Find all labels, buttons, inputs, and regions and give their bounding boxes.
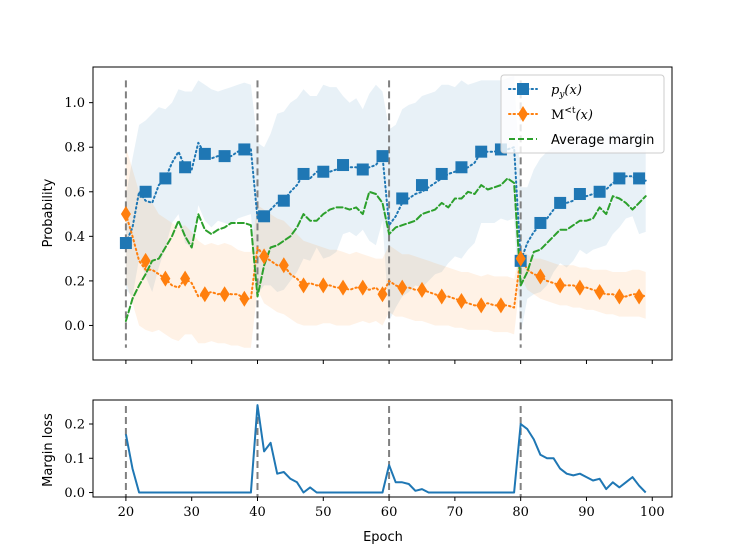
legend-marker-py: [517, 83, 529, 95]
marker-diamond: [555, 277, 566, 294]
marker-diamond: [614, 288, 625, 305]
ytick-label-top: 0.2: [64, 274, 85, 289]
y-axis-label-top: Probability: [41, 178, 56, 247]
x-axis-label: Epoch: [363, 530, 403, 545]
marker-square: [119, 237, 132, 250]
marker-diamond: [456, 292, 467, 309]
marker-square: [139, 185, 152, 198]
marker-square: [337, 159, 350, 172]
xtick-label: 100: [640, 505, 665, 520]
marker-diamond: [377, 286, 388, 303]
marker-square: [593, 185, 606, 198]
series-line-2: [124, 177, 647, 322]
marker-diamond: [574, 279, 585, 296]
xtick-label: 70: [447, 505, 464, 520]
marker-square: [376, 150, 389, 163]
marker-square: [554, 196, 567, 209]
plot-frame-bottom: [92, 399, 673, 498]
marker-diamond: [180, 270, 191, 287]
probability-plot: 0.0 0.2 0.4 0.6 0.8 1.0 Probability py(x) M<t…: [41, 66, 673, 364]
marker-diamond: [160, 270, 171, 287]
legend-box: [500, 74, 665, 154]
marker-square: [396, 192, 409, 205]
marker-diamond: [476, 297, 487, 314]
marker-diamond: [535, 268, 546, 285]
marker-square: [534, 216, 547, 229]
marker-square: [179, 161, 192, 174]
marker-diamond: [397, 279, 408, 296]
legend: py(x) M<t(x) Average margin: [500, 74, 665, 154]
legend-label-m: M<t(x): [551, 106, 593, 123]
marker-diamond: [199, 286, 210, 303]
xtick-label: 30: [183, 505, 200, 520]
plot-frame-top: [92, 66, 673, 361]
marker-diamond: [259, 248, 270, 265]
xtick-label: 50: [315, 505, 332, 520]
marker-square: [258, 210, 271, 223]
marker-diamond: [318, 277, 329, 294]
marker-diamond: [219, 286, 230, 303]
margin-loss-plot: 0.0 0.1 0.2 20 30 40 50 60 70 80 90 100 Margin los…: [41, 399, 673, 545]
marker-square: [356, 163, 369, 176]
marker-square: [475, 145, 488, 158]
xtick-label: 80: [512, 505, 529, 520]
ytick-label-top: 1.0: [64, 96, 85, 111]
xtick-label: 90: [578, 505, 595, 520]
marker-square: [573, 188, 586, 201]
margin-loss-line: [124, 404, 647, 494]
ytick-label-bottom: 0.1: [64, 452, 85, 467]
marker-square: [159, 172, 172, 185]
marker-diamond: [594, 284, 605, 301]
marker-square: [317, 165, 330, 178]
marker-diamond: [298, 277, 309, 294]
ytick-label-bottom: 0.2: [64, 417, 85, 432]
marker-square: [218, 150, 231, 163]
xtick-label: 60: [381, 505, 398, 520]
marker-diamond: [120, 206, 131, 223]
marker-diamond: [140, 252, 151, 269]
marker-square: [297, 167, 310, 180]
xtick-label: 40: [249, 505, 266, 520]
marker-diamond: [495, 297, 506, 314]
marker-square: [613, 172, 626, 185]
marker-diamond: [278, 257, 289, 274]
marker-square: [633, 172, 646, 185]
legend-label-py: py(x): [551, 83, 582, 100]
y-axis-label-bottom: Margin loss: [41, 413, 56, 487]
marker-square: [238, 143, 251, 156]
ytick-label-top: 0.6: [64, 185, 85, 200]
xtick-label: 20: [118, 505, 135, 520]
ytick-label-top: 0.8: [64, 141, 85, 156]
marker-diamond: [239, 290, 250, 307]
marker-square: [455, 161, 468, 174]
ytick-label-top: 0.0: [64, 319, 85, 334]
marker-square: [198, 147, 211, 160]
marker-diamond: [436, 288, 447, 305]
marker-diamond: [634, 288, 645, 305]
marker-diamond: [515, 250, 526, 267]
marker-square: [435, 167, 448, 180]
legend-marker-m: [518, 106, 528, 122]
marker-square: [415, 179, 428, 192]
marker-diamond: [338, 279, 349, 296]
ytick-label-bottom: 0.0: [64, 486, 85, 501]
marker-square: [277, 194, 290, 207]
ytick-label-top: 0.4: [64, 230, 85, 245]
marker-diamond: [357, 279, 368, 296]
marker-diamond: [416, 281, 427, 298]
legend-label-margin: Average margin: [551, 133, 654, 148]
